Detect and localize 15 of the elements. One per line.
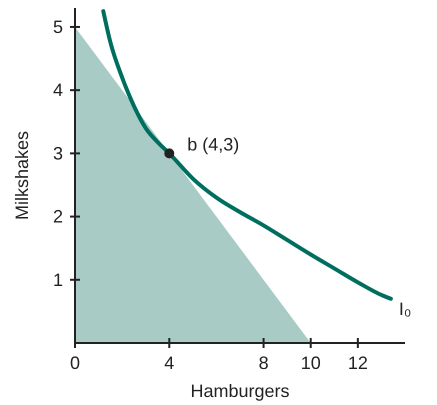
- y-tick-label: 2: [52, 206, 63, 227]
- line-series: [101, 9, 393, 301]
- x-tick-label: 0: [70, 353, 80, 373]
- series-label: I₀: [398, 298, 412, 319]
- x-axis-title: Hamburgers: [190, 381, 290, 401]
- y-tick-label: 5: [52, 16, 63, 37]
- x-tick-label: 8: [258, 353, 269, 373]
- x-tick-label: 12: [348, 353, 368, 373]
- y-tick-label: 3: [52, 143, 63, 164]
- x-tick-label: 4: [164, 353, 174, 373]
- y-tick-label: 1: [52, 270, 63, 290]
- x-tick-label: 10: [300, 353, 321, 373]
- y-axis-title: Milkshakes: [12, 130, 32, 220]
- y-tick-label: 4: [52, 80, 63, 100]
- annotation: b (4,3): [187, 134, 240, 154]
